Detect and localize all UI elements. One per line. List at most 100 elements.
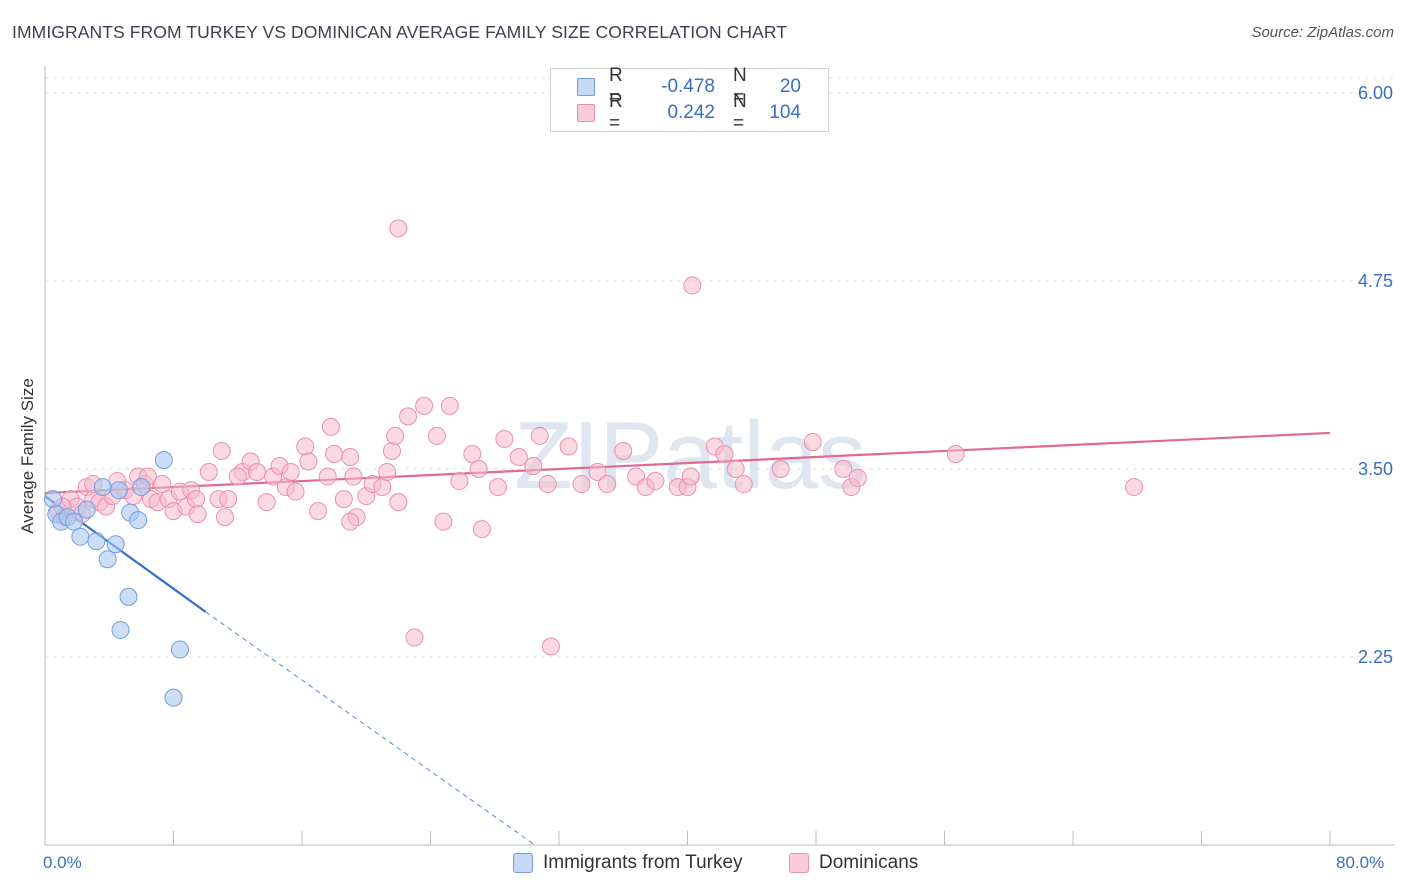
grid-lines (45, 77, 1395, 658)
data-point-dominican (434, 512, 453, 531)
data-point-dominican (450, 472, 469, 491)
data-point-dominican (405, 628, 424, 647)
data-point-dominican (472, 520, 491, 539)
legend-n-label: N = (733, 65, 747, 108)
y-tick-labels: 2.25 3.50 4.75 6.00 (1358, 83, 1393, 667)
data-point-dominican (296, 437, 315, 456)
data-point-dominican (215, 508, 234, 527)
data-point-dominican (219, 490, 238, 509)
data-point-dominican (614, 441, 633, 460)
data-point-dominican (212, 441, 231, 460)
x-tick-label-min: 0.0% (43, 853, 82, 872)
data-point-dominican (834, 460, 853, 479)
trend-line-dominicans (44, 431, 1331, 495)
data-point-turkey (164, 688, 183, 707)
data-point-dominican (598, 475, 617, 494)
data-point-dominican (848, 469, 867, 488)
data-point-turkey (170, 640, 189, 659)
data-point-turkey (129, 511, 148, 530)
data-point-dominican (715, 444, 734, 463)
data-point-turkey (71, 527, 90, 546)
data-point-turkey (154, 450, 173, 469)
legend-r-value: -0.478 (661, 76, 715, 97)
data-point-dominican (541, 637, 560, 656)
legend-swatch-dominican (577, 104, 595, 122)
data-point-dominican (199, 463, 218, 482)
data-point-dominican (524, 457, 543, 476)
data-point-dominican (530, 426, 549, 445)
data-point-dominican (248, 463, 267, 482)
legend-r-value: 0.242 (667, 102, 715, 123)
data-point-dominican (726, 460, 745, 479)
y-tick-label: 4.75 (1358, 271, 1393, 291)
legend-n-label: N = (733, 91, 747, 134)
data-point-dominican (341, 447, 360, 466)
data-point-dominican (771, 460, 790, 479)
data-point-dominican (382, 441, 401, 460)
y-tick-label: 6.00 (1358, 83, 1393, 103)
bottom-legend-turkey: Immigrants from Turkey (513, 852, 743, 874)
data-point-dominican (153, 475, 172, 494)
data-point-dominican (415, 396, 434, 415)
data-point-dominican (1125, 478, 1144, 497)
data-point-dominican (399, 407, 418, 426)
data-point-dominican (683, 276, 702, 295)
data-point-turkey (64, 512, 83, 531)
data-point-turkey (44, 490, 63, 509)
data-point-dominican (803, 432, 822, 451)
data-point-dominican (646, 472, 665, 491)
data-point-dominican (334, 490, 353, 509)
data-point-turkey (106, 535, 125, 554)
data-point-dominican (427, 426, 446, 445)
data-point-dominican (681, 467, 700, 486)
data-point-dominican (559, 437, 578, 456)
data-point-dominican (440, 396, 459, 415)
data-point-dominican (572, 475, 591, 494)
data-point-dominican (389, 219, 408, 238)
y-tick-label: 3.50 (1358, 459, 1393, 479)
data-point-turkey (93, 478, 112, 497)
legend-swatch-turkey (513, 853, 533, 873)
data-point-turkey (109, 481, 128, 500)
data-point-dominican (309, 502, 328, 521)
data-point-dominican (321, 417, 340, 436)
data-point-turkey (98, 550, 117, 569)
data-point-dominican (734, 475, 753, 494)
data-point-turkey (111, 620, 130, 639)
data-point-dominican (469, 460, 488, 479)
legend-label-turkey: Immigrants from Turkey (543, 852, 743, 873)
data-point-turkey (119, 587, 138, 606)
data-points (44, 219, 1144, 707)
source-label: Source: ZipAtlas.com (1251, 24, 1394, 41)
data-point-dominican (286, 482, 305, 501)
data-point-dominican (325, 444, 344, 463)
bottom-legend-dominican: Dominicans (789, 852, 918, 874)
y-tick-label: 2.25 (1358, 647, 1393, 667)
data-point-dominican (373, 478, 392, 497)
data-point-dominican (538, 475, 557, 494)
data-point-dominican (281, 463, 300, 482)
legend-r-label: R = (609, 91, 623, 134)
axes (44, 66, 1395, 846)
legend-label-dominican: Dominicans (819, 852, 919, 873)
legend-row-dominican: R = 0.242 N = 104 (577, 91, 801, 134)
data-point-turkey (87, 532, 106, 551)
data-point-dominican (488, 478, 507, 497)
data-point-dominican (341, 512, 360, 531)
data-point-dominican (228, 467, 247, 486)
legend-swatch-dominican (789, 853, 809, 873)
legend-swatch-turkey (577, 78, 595, 96)
chart-title: IMMIGRANTS FROM TURKEY VS DOMINICAN AVER… (12, 22, 788, 42)
data-point-dominican (186, 490, 205, 509)
legend-n-value: 104 (769, 102, 801, 123)
data-point-dominican (344, 467, 363, 486)
data-point-dominican (509, 447, 528, 466)
legend-r-label: R = (609, 65, 623, 108)
data-point-dominican (463, 444, 482, 463)
x-tick-label-max: 80.0% (1336, 853, 1385, 872)
data-point-dominican (389, 493, 408, 512)
legend-row-turkey: R = -0.478 N = 20 (577, 65, 801, 108)
data-point-dominican (588, 463, 607, 482)
data-point-dominican (188, 505, 207, 524)
